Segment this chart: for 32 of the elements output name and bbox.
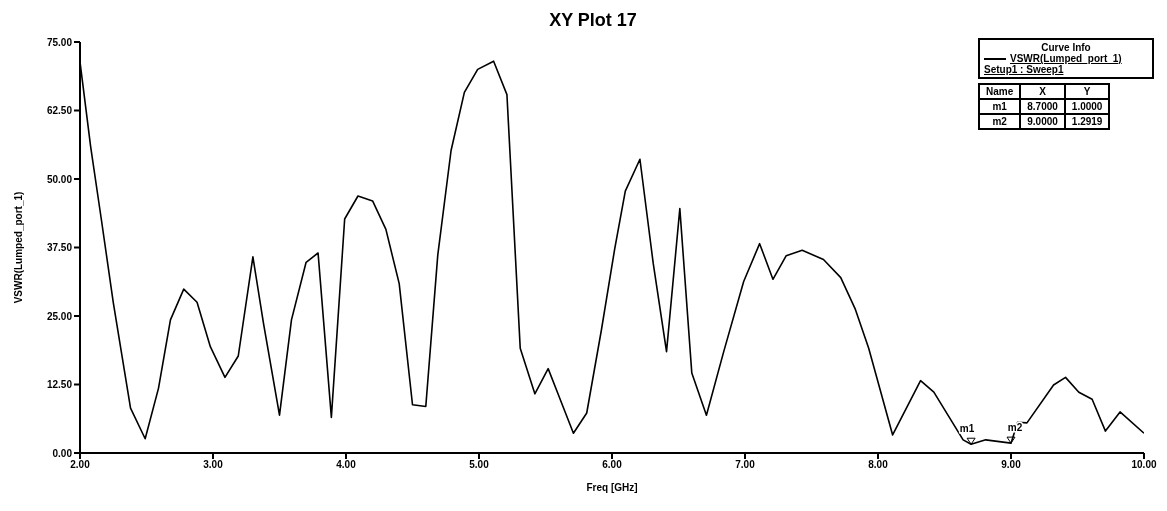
x-tick-label: 9.00	[1001, 459, 1022, 471]
annotation: m1	[979, 99, 1021, 114]
x-tick-label: 3.00	[203, 459, 224, 471]
x-tick-label: 6.00	[602, 459, 623, 471]
x-tick-label: 2.00	[70, 459, 91, 471]
annotation: 1.2919	[1064, 114, 1110, 129]
annotation: X	[1020, 84, 1065, 99]
x-tick-label: 4.00	[336, 459, 357, 471]
x-tick-label: 5.00	[469, 459, 490, 471]
y-tick-label: 25.00	[46, 310, 73, 322]
y-tick-label: 12.50	[46, 379, 73, 391]
y-tick-label: 62.50	[46, 105, 73, 117]
x-axis-title: Freq [GHz]	[586, 482, 638, 493]
y-tick-label: 37.50	[46, 242, 73, 254]
annotation: 8.7000	[1020, 99, 1065, 114]
legend-label: VSWR(Lumped_port_1)	[1010, 53, 1122, 64]
annotation: 1.0000	[1064, 99, 1110, 114]
x-tick-label: 7.00	[735, 459, 756, 471]
annotation: m2	[979, 114, 1021, 129]
y-tick-label: 50.00	[46, 173, 73, 185]
x-tick-label: 8.00	[868, 459, 889, 471]
y-tick-label: 75.00	[46, 36, 73, 48]
x-tick-label: 10.00	[1131, 459, 1157, 471]
annotation: Name	[979, 84, 1021, 99]
annotation: m1	[959, 423, 975, 435]
y-axis-title: VSWR(Lumped_port_1)	[12, 191, 24, 304]
y-tick-label: 0.00	[52, 447, 73, 459]
annotation: Y	[1064, 84, 1110, 99]
annotation: 9.0000	[1020, 114, 1065, 129]
annotation: Setup1 : Sweep1	[984, 64, 1064, 75]
chart-title: XY Plot 17	[548, 10, 638, 31]
legend-title: Curve Info	[1040, 42, 1092, 53]
